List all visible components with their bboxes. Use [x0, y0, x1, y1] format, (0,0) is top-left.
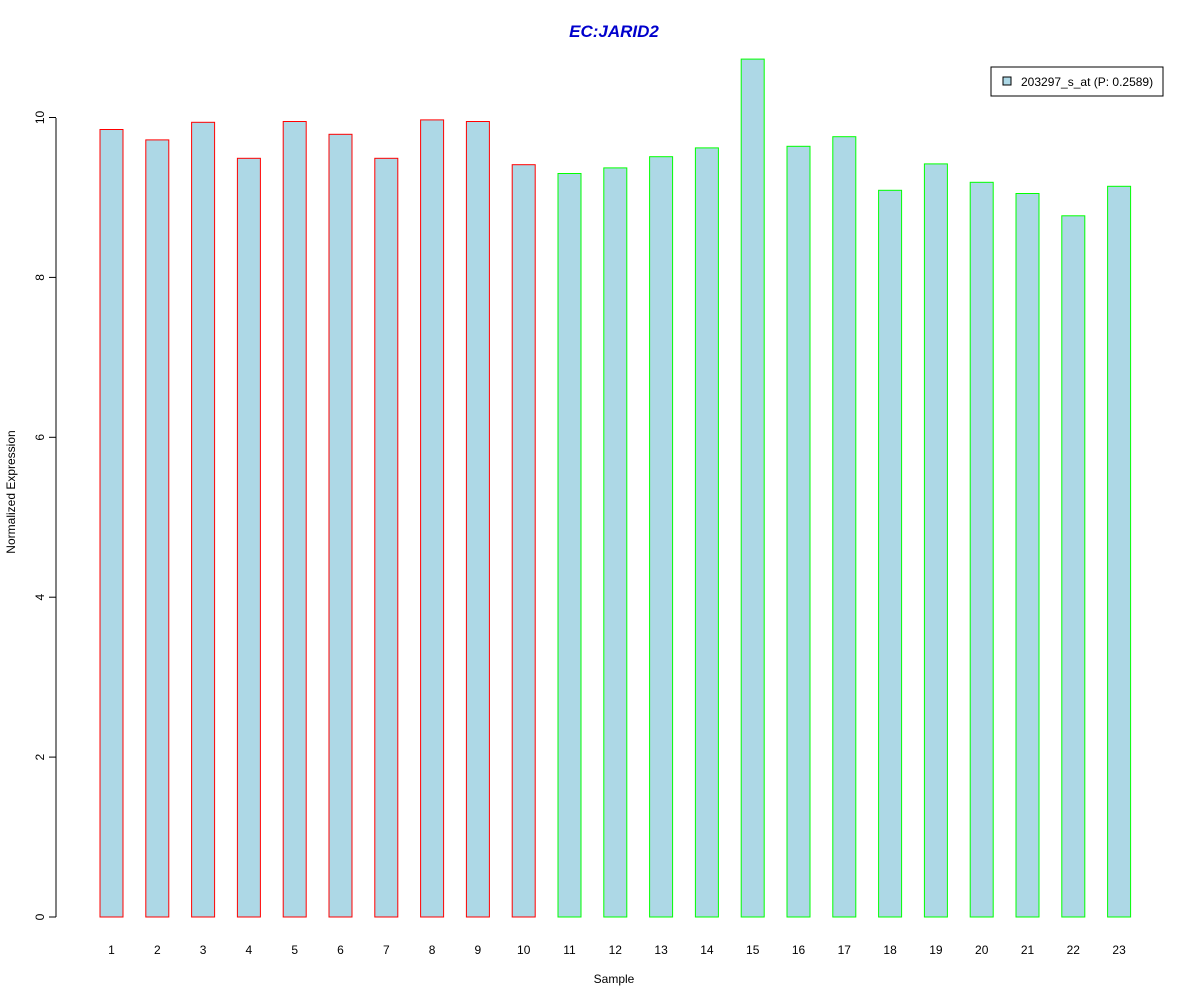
x-tick-label: 18	[883, 943, 897, 957]
bar-sample-21	[1015, 193, 1040, 918]
legend-label: 203297_s_at (P: 0.2589)	[1021, 75, 1153, 89]
bar-sample-18	[878, 189, 903, 918]
y-axis: 0 2 4 6 8 10	[33, 111, 57, 920]
x-tick-label: 8	[429, 943, 436, 957]
bar-sample-15	[740, 58, 765, 918]
bar-sample-1	[99, 129, 124, 918]
bar-sample-16	[786, 145, 811, 918]
x-tick-label: 15	[746, 943, 760, 957]
bar-sample-22	[1061, 215, 1086, 918]
legend-swatch	[1002, 76, 1012, 86]
bar-sample-9	[465, 121, 490, 918]
bar-sample-2	[145, 139, 170, 918]
bar-sample-13	[649, 156, 674, 918]
bar-sample-3	[191, 121, 216, 918]
bar-sample-6	[328, 133, 353, 918]
bar-sample-17	[832, 136, 857, 918]
legend-box	[990, 66, 1164, 97]
y-axis-label: Normalized Expression	[4, 430, 18, 553]
bar-sample-7	[374, 157, 399, 918]
x-tick-label: 16	[792, 943, 806, 957]
bar-sample-23	[1107, 185, 1132, 918]
bar-sample-20	[969, 181, 994, 918]
y-tick-label: 0	[33, 913, 47, 920]
x-tick-labels: 1 2 3 4 5 6 7 8 9 10 11 12 13 14 15 16 17 18 19 20 21 22 23	[108, 943, 1126, 957]
x-tick-label: 22	[1067, 943, 1081, 957]
bar-sample-11	[557, 173, 582, 918]
bar-sample-4	[236, 157, 261, 918]
x-tick-label: 13	[654, 943, 668, 957]
y-tick-label: 6	[33, 434, 47, 441]
bar-sample-10	[511, 164, 536, 918]
x-tick-label: 19	[929, 943, 943, 957]
x-tick-label: 5	[291, 943, 298, 957]
y-tick-label: 8	[33, 274, 47, 281]
bar-sample-12	[603, 167, 628, 918]
y-tick-label: 2	[33, 753, 47, 760]
x-axis-label: Sample	[594, 972, 635, 986]
x-tick-label: 20	[975, 943, 989, 957]
x-tick-label: 11	[563, 943, 576, 957]
x-tick-label: 12	[609, 943, 623, 957]
bar-sample-19	[923, 163, 948, 918]
bar-sample-8	[420, 119, 445, 918]
x-tick-label: 6	[337, 943, 344, 957]
x-tick-label: 10	[517, 943, 531, 957]
x-tick-label: 4	[246, 943, 253, 957]
y-tick-label: 4	[33, 594, 47, 601]
y-tick-label: 10	[33, 111, 47, 125]
chart-title: EC:JARID2	[569, 22, 659, 41]
bar-sample-14	[694, 147, 719, 918]
x-tick-label: 9	[475, 943, 482, 957]
x-tick-label: 1	[108, 943, 115, 957]
x-tick-label: 14	[700, 943, 714, 957]
x-tick-label: 3	[200, 943, 207, 957]
x-tick-label: 7	[383, 943, 390, 957]
bar-sample-5	[282, 121, 307, 918]
legend: 203297_s_at (P: 0.2589)	[990, 66, 1164, 97]
x-tick-label: 2	[154, 943, 161, 957]
x-tick-label: 23	[1112, 943, 1126, 957]
x-tick-label: 21	[1021, 943, 1035, 957]
bars-group	[99, 58, 1132, 918]
x-tick-label: 17	[838, 943, 852, 957]
